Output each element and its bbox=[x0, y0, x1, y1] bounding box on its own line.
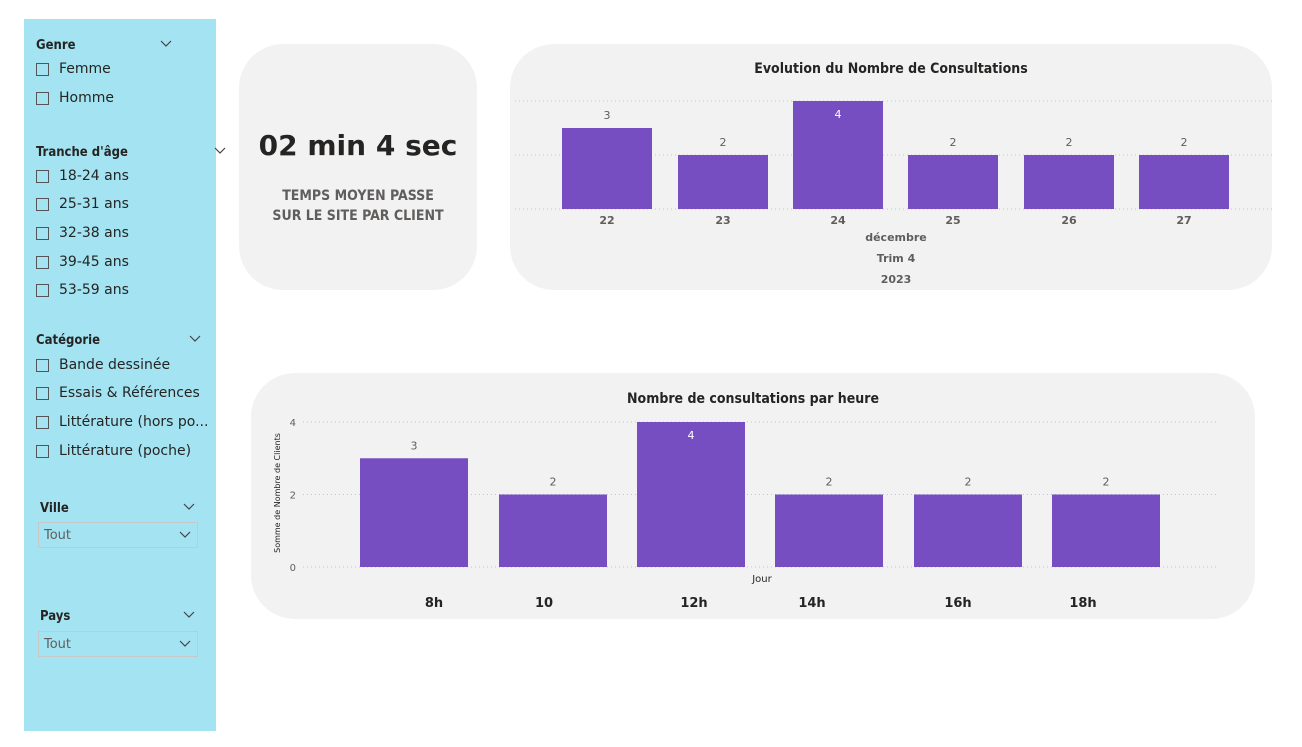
bar[interactable] bbox=[499, 494, 607, 568]
chevron-down-icon[interactable] bbox=[183, 611, 195, 619]
city-dropdown[interactable]: Tout bbox=[38, 522, 198, 548]
x-tick-label: 18h bbox=[1069, 596, 1096, 611]
data-label: 2 bbox=[950, 136, 957, 149]
x-tick-label: 10 bbox=[535, 596, 553, 611]
country-dropdown[interactable]: Tout bbox=[38, 631, 198, 657]
city-slicer-title: Ville bbox=[40, 501, 69, 516]
age-option-32-38[interactable]: 32-38 ans bbox=[36, 224, 129, 242]
kpi-card[interactable]: 02 min 4 sec TEMPS MOYEN PASSE SUR LE SI… bbox=[239, 44, 477, 290]
category-option-litterature-hors-poche[interactable]: Littérature (hors po... bbox=[36, 413, 208, 431]
filter-sidebar: Genre Femme Homme Tranche d'âge 18-24 an… bbox=[24, 19, 226, 731]
checkbox[interactable] bbox=[36, 226, 49, 240]
category-option-litterature-poche[interactable]: Littérature (poche) bbox=[36, 442, 191, 460]
category-option-essais[interactable]: Essais & Références bbox=[36, 384, 200, 402]
bar[interactable] bbox=[1052, 494, 1160, 568]
checkbox[interactable] bbox=[36, 169, 49, 183]
data-label: 2 bbox=[1181, 136, 1188, 149]
x-tick-label: 26 bbox=[1061, 214, 1077, 227]
y-axis-title: Somme de Nombre de Clients bbox=[273, 433, 282, 553]
data-label: 2 bbox=[1103, 476, 1110, 489]
x-tick-label: 24 bbox=[830, 214, 846, 227]
x-tick-label: 22 bbox=[599, 214, 614, 227]
bar[interactable] bbox=[637, 422, 745, 567]
age-slicer-title: Tranche d'âge bbox=[36, 145, 128, 160]
consultations-by-hour-chart: 0 2 4 3 8h 2 10 4 12h 2 14h 2 16h 2 18h Jour Somme de No… bbox=[273, 418, 1216, 611]
chevron-down-icon bbox=[179, 531, 191, 538]
age-option-53-59[interactable]: 53-59 ans bbox=[36, 281, 129, 299]
x-tick-label: 23 bbox=[715, 214, 730, 227]
bar[interactable] bbox=[793, 101, 883, 209]
data-label: 4 bbox=[835, 108, 842, 121]
chevron-down-icon[interactable] bbox=[183, 503, 195, 511]
x-hierarchy-label: décembre bbox=[865, 231, 927, 244]
data-label: 3 bbox=[604, 109, 611, 122]
bar[interactable] bbox=[1139, 155, 1229, 209]
age-option-18-24[interactable]: 18-24 ans bbox=[36, 167, 129, 185]
checkbox[interactable] bbox=[36, 91, 49, 105]
kpi-label: TEMPS MOYEN PASSE SUR LE SITE PAR CLIENT bbox=[272, 188, 444, 224]
x-tick-label: 27 bbox=[1176, 214, 1191, 227]
chevron-down-icon bbox=[179, 640, 191, 647]
genre-slicer-title: Genre bbox=[36, 38, 76, 53]
consultations-evolution-chart-card[interactable]: Evolution du Nombre de Consultations 024… bbox=[510, 44, 1272, 290]
x-hierarchy-label: Trim 4 bbox=[877, 252, 916, 265]
consultations-by-hour-chart-card[interactable]: Nombre de consultations par heure 0 2 4 3 8h… bbox=[251, 373, 1255, 619]
chart-title: Evolution du Nombre de Consultations bbox=[754, 61, 1028, 77]
category-option-bd[interactable]: Bande dessinée bbox=[36, 356, 170, 374]
x-tick-label: 8h bbox=[425, 596, 443, 611]
genre-option-homme[interactable]: Homme bbox=[36, 89, 114, 107]
bar[interactable] bbox=[562, 128, 652, 209]
checkbox[interactable] bbox=[36, 62, 49, 76]
y-tick-label: 2 bbox=[290, 491, 296, 502]
y-tick-label: 4 bbox=[290, 418, 296, 429]
bar[interactable] bbox=[678, 155, 768, 209]
bar[interactable] bbox=[908, 155, 998, 209]
x-axis-title: Jour bbox=[751, 574, 772, 585]
x-tick-label: 25 bbox=[945, 214, 960, 227]
y-tick-label: 0 bbox=[290, 563, 296, 574]
category-slicer-title: Catégorie bbox=[36, 333, 101, 348]
x-tick-label: 16h bbox=[944, 596, 971, 611]
chevron-down-icon[interactable] bbox=[189, 335, 201, 343]
bar[interactable] bbox=[914, 494, 1022, 568]
bar[interactable] bbox=[360, 458, 468, 567]
bar[interactable] bbox=[1024, 155, 1114, 209]
x-hierarchy-label: 2023 bbox=[881, 273, 912, 286]
checkbox[interactable] bbox=[36, 358, 49, 372]
checkbox[interactable] bbox=[36, 415, 49, 429]
checkbox[interactable] bbox=[36, 444, 49, 458]
data-label: 2 bbox=[965, 476, 972, 489]
chevron-down-icon[interactable] bbox=[214, 147, 226, 155]
checkbox[interactable] bbox=[36, 197, 49, 211]
data-label: 2 bbox=[826, 476, 833, 489]
x-tick-label: 12h bbox=[680, 596, 707, 611]
x-tick-label: 14h bbox=[798, 596, 825, 611]
data-label: 2 bbox=[720, 136, 727, 149]
chart-title: Nombre de consultations par heure bbox=[627, 391, 879, 407]
checkbox[interactable] bbox=[36, 386, 49, 400]
country-slicer-title: Pays bbox=[40, 609, 71, 624]
data-label: 2 bbox=[1066, 136, 1073, 149]
checkbox[interactable] bbox=[36, 283, 49, 297]
chevron-down-icon[interactable] bbox=[160, 40, 172, 48]
age-option-39-45[interactable]: 39-45 ans bbox=[36, 253, 129, 271]
age-option-25-31[interactable]: 25-31 ans bbox=[36, 195, 129, 213]
bar[interactable] bbox=[775, 494, 883, 568]
data-label: 2 bbox=[550, 476, 557, 489]
data-label: 3 bbox=[411, 439, 418, 452]
genre-option-femme[interactable]: Femme bbox=[36, 60, 111, 78]
data-label: 4 bbox=[688, 429, 695, 442]
kpi-value: 02 min 4 sec bbox=[258, 129, 458, 162]
checkbox[interactable] bbox=[36, 255, 49, 269]
